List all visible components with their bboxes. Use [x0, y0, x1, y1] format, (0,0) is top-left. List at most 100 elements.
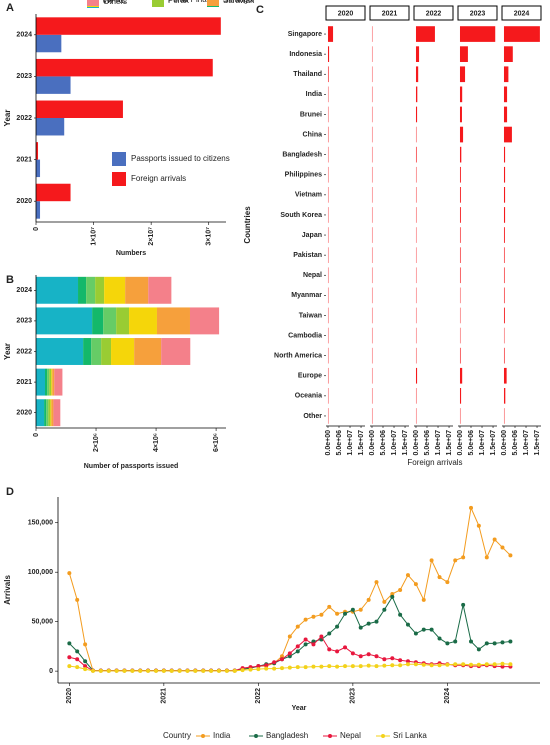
point	[75, 665, 80, 670]
bar-segment	[83, 338, 92, 365]
bar-segment	[86, 276, 96, 304]
legend-swatch	[112, 172, 126, 186]
bar-segment	[95, 276, 105, 304]
bar-segment	[78, 276, 87, 304]
point	[374, 654, 379, 659]
point	[75, 649, 80, 654]
facet-label: 2022	[426, 10, 442, 17]
y-tick-label: Europe	[298, 373, 322, 380]
legend-label: WPKL	[103, 0, 126, 5]
y-tick-label: 2020	[16, 410, 32, 417]
point	[366, 663, 371, 668]
bar-segment	[47, 368, 50, 396]
bar	[503, 388, 506, 404]
facet-strip	[501, 5, 542, 21]
legend-label: Sarawak	[223, 0, 255, 5]
x-tick-label: 2024	[444, 688, 451, 704]
point	[209, 668, 214, 673]
point	[114, 668, 119, 673]
bar	[503, 146, 506, 163]
point	[350, 664, 355, 669]
point	[154, 668, 159, 673]
legend-label: Passports issued to citizens	[131, 154, 230, 163]
bar-segment	[36, 368, 46, 396]
point	[390, 656, 395, 661]
bar	[459, 367, 463, 384]
point	[492, 537, 497, 542]
bar-segment	[189, 307, 220, 335]
bar	[503, 307, 505, 324]
point	[429, 558, 434, 563]
legend-key-dot	[381, 734, 385, 738]
legend-swatch	[152, 0, 164, 7]
bar	[459, 46, 468, 62]
y-tick-label: India	[306, 91, 322, 98]
point	[437, 636, 442, 641]
point	[413, 662, 418, 667]
bar-segment	[148, 276, 172, 304]
point	[272, 666, 277, 671]
point	[311, 614, 316, 619]
point	[453, 662, 458, 667]
point	[327, 647, 332, 652]
bar-segment	[53, 399, 61, 427]
bar	[415, 46, 420, 62]
point	[358, 664, 363, 669]
point	[335, 649, 340, 654]
y-tick-label: 150,000	[28, 520, 53, 527]
bar	[459, 388, 462, 404]
point	[405, 622, 410, 627]
point	[122, 668, 127, 673]
point	[272, 660, 277, 665]
x-tick-label: 5.0e+06	[380, 430, 387, 456]
point	[295, 649, 300, 654]
bar	[503, 267, 505, 284]
point	[303, 617, 308, 622]
point	[476, 662, 481, 667]
bar-segment	[36, 276, 79, 304]
x-tick-label: 1.0e+07	[347, 430, 354, 456]
point	[83, 664, 88, 669]
point	[303, 637, 308, 642]
point	[390, 663, 395, 668]
bar-segment	[161, 338, 191, 365]
bar	[503, 106, 508, 123]
legend-label: Nepal	[340, 731, 361, 740]
bar-segment	[44, 399, 47, 427]
bar-segment	[36, 399, 45, 427]
x-axis-title: Number of passports issued	[84, 463, 179, 470]
bar	[503, 126, 512, 143]
bar-segment	[116, 307, 130, 335]
point	[295, 665, 300, 670]
x-tick-label: 2021	[161, 688, 168, 704]
point	[461, 662, 466, 667]
point	[421, 627, 426, 632]
point	[484, 662, 489, 667]
point	[366, 652, 371, 657]
bar	[415, 86, 418, 103]
point	[413, 582, 418, 587]
point	[405, 659, 410, 664]
y-axis-title: Arrivals	[3, 575, 12, 605]
y-tick-label: Taiwan	[299, 312, 322, 319]
point	[343, 645, 348, 650]
point	[224, 668, 229, 673]
bar	[503, 207, 506, 223]
point	[398, 612, 403, 617]
y-tick-label: 2024	[16, 287, 32, 294]
point	[248, 667, 253, 672]
bar	[36, 76, 71, 94]
y-axis-title: Year	[3, 343, 12, 360]
y-tick-label: 2023	[16, 73, 32, 80]
bar	[36, 142, 39, 160]
point	[500, 545, 505, 550]
bar	[36, 34, 62, 53]
y-tick-label: Nepal	[303, 272, 322, 279]
point	[492, 662, 497, 667]
x-tick-label: 2023	[350, 688, 357, 704]
bar-segment	[36, 338, 84, 365]
point	[382, 657, 387, 662]
point	[264, 663, 269, 668]
point	[327, 604, 332, 609]
